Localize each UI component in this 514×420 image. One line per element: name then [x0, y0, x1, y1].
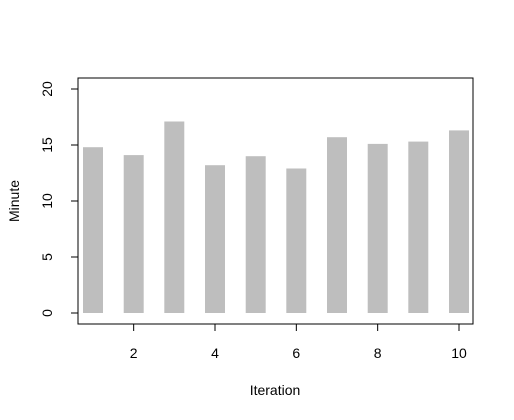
bar-4 — [205, 165, 225, 313]
bar-5 — [245, 156, 266, 313]
x-axis: 2 4 6 8 10 — [130, 324, 467, 361]
x-tick-label-4: 4 — [211, 345, 219, 361]
x-tick-label-6: 6 — [292, 345, 300, 361]
bar-9 — [408, 141, 429, 313]
x-tick-label-2: 2 — [130, 345, 138, 361]
bar-6 — [286, 168, 307, 313]
bar-1 — [83, 147, 103, 313]
bars — [83, 121, 469, 313]
x-tick-label-8: 8 — [374, 345, 382, 361]
y-axis: 0 5 10 15 20 — [39, 81, 78, 317]
bar-10 — [449, 130, 469, 313]
y-tick-label-10: 10 — [39, 193, 55, 209]
y-axis-label: Minute — [6, 180, 22, 222]
y-tick-label-20: 20 — [39, 81, 55, 97]
y-tick-label-15: 15 — [39, 137, 55, 153]
y-tick-label-5: 5 — [39, 253, 55, 261]
bar-7 — [327, 137, 347, 313]
x-tick-label-10: 10 — [451, 345, 467, 361]
bar-3 — [164, 121, 185, 313]
y-tick-label-0: 0 — [39, 309, 55, 317]
bar-8 — [367, 143, 388, 313]
bar-2 — [123, 155, 144, 313]
x-axis-label: Iteration — [250, 382, 301, 398]
